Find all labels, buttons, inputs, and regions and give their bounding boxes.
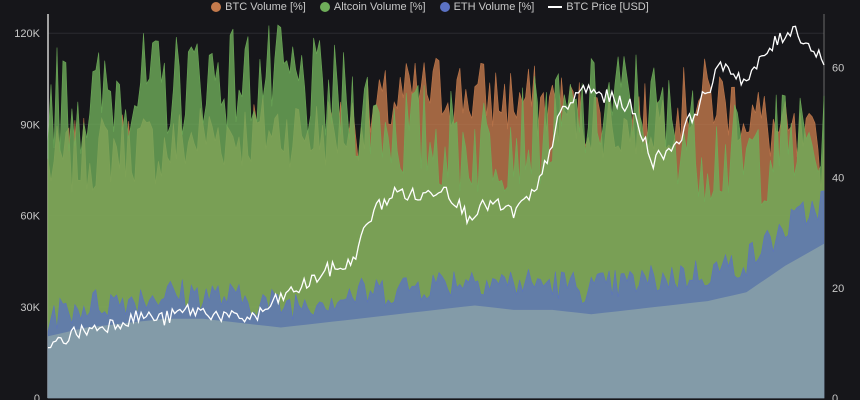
eth-volume-base-area bbox=[48, 243, 824, 398]
y-left-tick-label: 90K bbox=[20, 119, 40, 131]
legend-label: Altcoin Volume [%] bbox=[333, 1, 426, 13]
legend-line-icon bbox=[548, 6, 563, 8]
y-right-tick-label: 60 bbox=[832, 63, 844, 75]
legend-item[interactable]: ETH Volume [%] bbox=[439, 1, 535, 13]
legend-label: BTC Price [USD] bbox=[566, 1, 649, 13]
legend-dot-icon bbox=[439, 2, 450, 12]
legend-dot-icon bbox=[319, 2, 330, 12]
y-right-tick-label: 40 bbox=[832, 173, 844, 185]
legend-label: BTC Volume [%] bbox=[225, 1, 306, 13]
y-right-tick-label: 0 bbox=[832, 393, 838, 400]
y-right-tick-label: 20 bbox=[832, 283, 844, 295]
btc-price-line bbox=[47, 25, 825, 349]
legend-item[interactable]: BTC Volume [%] bbox=[211, 1, 306, 13]
legend-item[interactable]: Altcoin Volume [%] bbox=[319, 1, 426, 13]
y-left-tick-label: 120K bbox=[14, 28, 40, 40]
legend-label: ETH Volume [%] bbox=[453, 1, 535, 13]
y-left-tick-label: 60K bbox=[20, 211, 40, 223]
chart-legend: BTC Volume [%] Altcoin Volume [%] ETH Volu… bbox=[0, 0, 860, 14]
y-left-tick-label: 0 bbox=[34, 393, 40, 400]
legend-dot-icon bbox=[211, 2, 222, 12]
y-left-tick-label: 30K bbox=[20, 302, 40, 314]
legend-item[interactable]: BTC Price [USD] bbox=[548, 1, 649, 13]
